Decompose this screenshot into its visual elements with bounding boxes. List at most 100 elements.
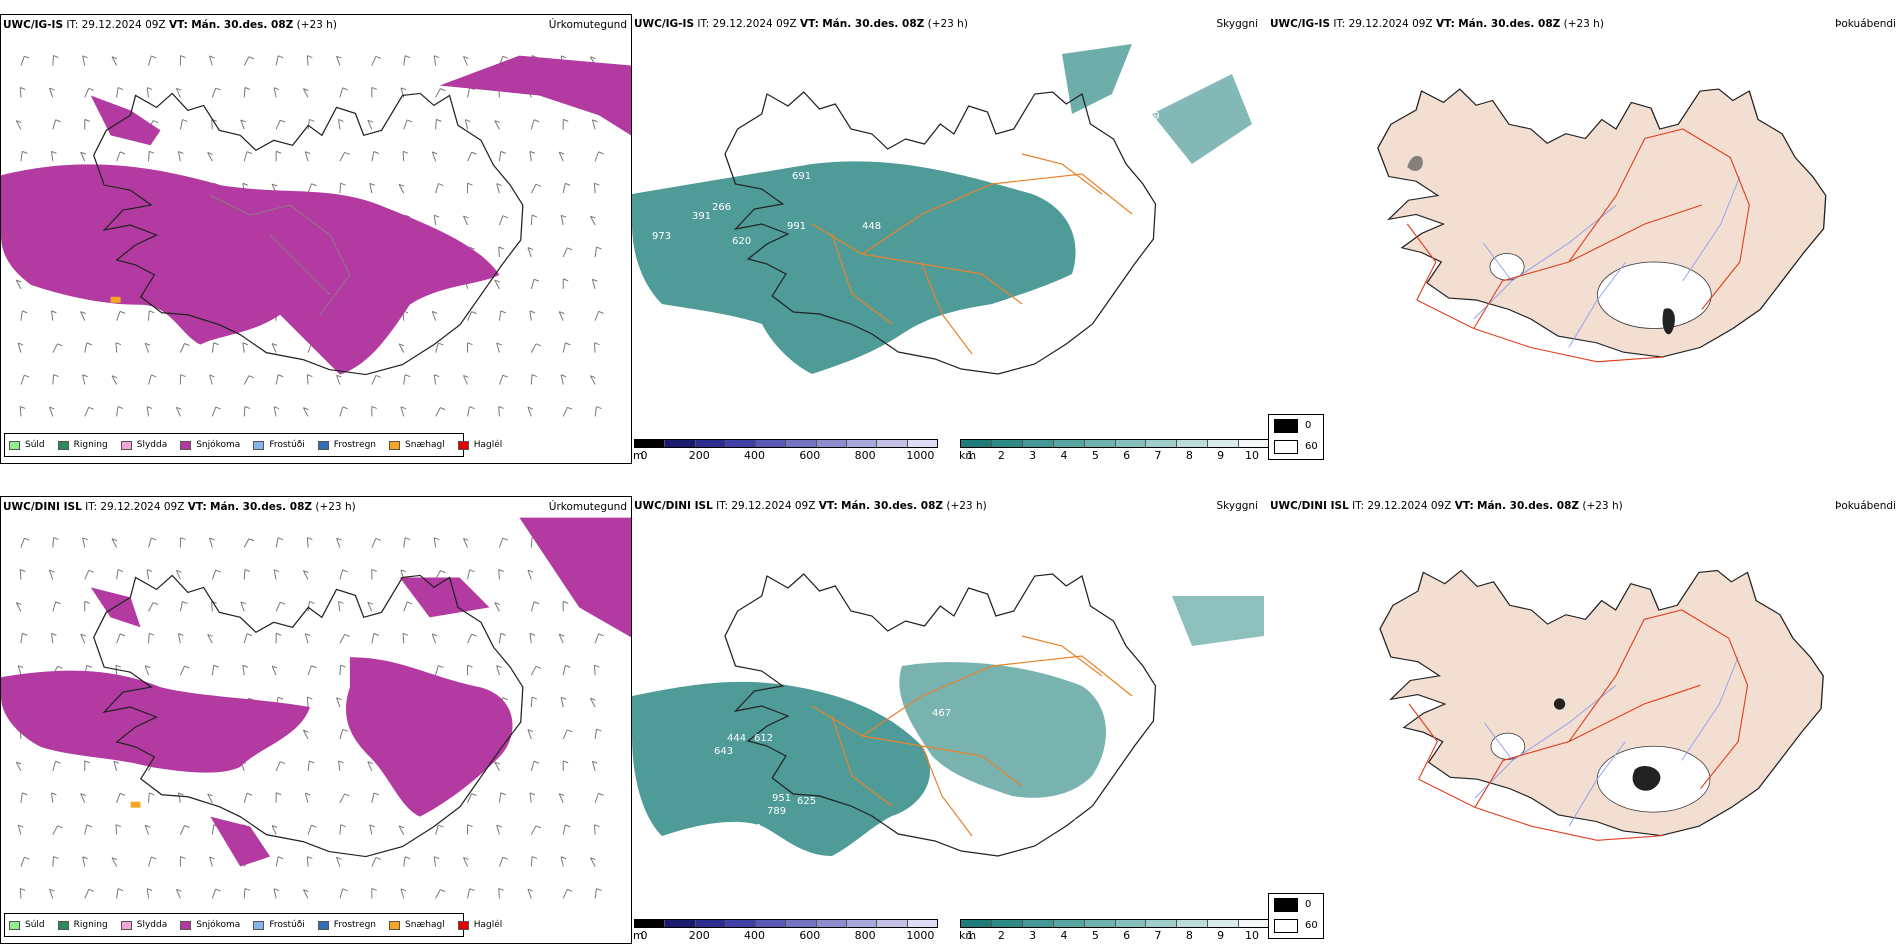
wind-barb: [400, 406, 407, 417]
fog-panel-row2: UWC/DINI ISL IT: 29.12.2024 09Z VT: Mán.…: [1268, 496, 1900, 892]
legend-swatch: [9, 920, 20, 930]
wind-barb: [593, 824, 600, 835]
visibility-value-label: 212: [737, 590, 756, 601]
wind-barb: [304, 151, 311, 162]
colorbar-segment: [635, 920, 666, 927]
wind-barb: [148, 856, 157, 867]
wind-barb: [369, 182, 375, 194]
colorbar-tick: 2: [997, 929, 1005, 942]
wind-barb: [593, 664, 600, 676]
glacier-vatnajokull: [1596, 261, 1712, 329]
wind-barb: [271, 825, 278, 835]
visibility-value-label: 944: [1062, 618, 1081, 629]
visibility-panel-row1: UWC/IG-IS IT: 29.12.2024 09Z VT: Mán. 30…: [632, 14, 1272, 464]
wind-barb: [467, 793, 477, 803]
wind-barb: [17, 342, 24, 353]
wind-barb: [271, 343, 278, 353]
wind-barb: [371, 792, 380, 803]
wind-barb: [15, 761, 22, 772]
wind-barb: [529, 150, 536, 162]
wind-barb: [273, 569, 280, 580]
wind-barb: [339, 406, 348, 417]
wind-barb: [530, 665, 542, 676]
colorbar-segment: [847, 920, 878, 927]
rivers: [1473, 176, 1741, 348]
wind-barb: [20, 632, 28, 644]
wind-barb: [402, 632, 409, 644]
panel-title: Úrkomutegund: [548, 501, 627, 513]
visibility-value-label: 789: [767, 806, 786, 817]
wind-barb: [82, 55, 88, 66]
ceiling-colorbar: 0 200 400 600 800 1000 m: [633, 439, 938, 462]
wind-barb: [558, 311, 565, 321]
wind-barb: [82, 856, 88, 867]
wind-barb: [116, 569, 124, 580]
colorbar-segment: [1115, 440, 1147, 447]
wind-barb: [20, 55, 30, 66]
wind-barb: [275, 601, 286, 612]
legend-swatch: [57, 920, 69, 930]
visibility-fill: [632, 161, 1076, 374]
wind-barb: [240, 119, 246, 130]
colorbar-segment: [816, 440, 848, 447]
legend-label: Haglél: [473, 440, 503, 450]
wind-barb: [115, 824, 122, 835]
wind-barb: [20, 792, 28, 803]
wind-barb: [52, 537, 59, 548]
colorbar-segment: [756, 440, 787, 447]
visibility-value-label: 620: [732, 236, 751, 247]
colorbar-segment: [786, 920, 817, 927]
wind-barb: [209, 856, 215, 867]
roads-red: [1406, 128, 1750, 363]
legend-label: Snæhagl: [405, 920, 445, 930]
wind-barb: [338, 760, 344, 771]
wind-barb: [593, 342, 600, 353]
colorbar-tick: 600: [799, 449, 821, 462]
visibility-value-label: 836: [672, 860, 691, 871]
wind-barb: [111, 375, 118, 385]
wind-barb: [306, 374, 313, 385]
wind-barb: [50, 310, 57, 321]
wind-barb: [52, 119, 61, 130]
wind-barb: [307, 824, 317, 835]
visibility-value-label: 467: [932, 708, 951, 719]
legend-label: Snjókoma: [196, 440, 241, 450]
wind-barb: [275, 856, 284, 867]
wind-barb: [558, 793, 565, 803]
wind-barb: [467, 182, 473, 194]
wind-barb: [398, 183, 405, 194]
wind-barb: [50, 632, 57, 644]
colorbar-tick: 200: [688, 929, 710, 942]
wind-barb: [467, 569, 475, 580]
panel-title: Þokuábendi: [1835, 500, 1896, 512]
fog-swatch-0: [1274, 898, 1298, 912]
wind-barb: [530, 374, 538, 385]
wind-barb: [17, 665, 24, 676]
wind-barb: [371, 856, 382, 867]
wind-barb: [562, 342, 571, 353]
wind-barb: [146, 406, 153, 417]
visibility-colorbar: 1 2 3 4 5 6 7 8 9 10 km: [959, 439, 1270, 462]
wind-barb: [435, 342, 444, 353]
precip-legend-item: Snjókoma: [180, 920, 240, 930]
wind-barb: [84, 600, 90, 612]
legend-swatch: [317, 920, 329, 930]
wind-barb: [302, 889, 309, 899]
wind-barb: [339, 793, 350, 803]
wind-barb: [207, 793, 213, 803]
wind-barb: [52, 856, 59, 867]
wind-barb: [594, 792, 604, 803]
wind-barb: [115, 664, 122, 676]
wind-barb: [48, 888, 55, 899]
panel-title: Þokuábendi: [1835, 18, 1896, 30]
precip-legend-item: Súld: [9, 440, 45, 450]
colorbar-tick: 0: [640, 449, 648, 462]
colorbar-segment: [635, 440, 666, 447]
colorbar-tick: 5: [1091, 929, 1099, 942]
wind-barb: [496, 824, 502, 835]
legend-swatch: [317, 440, 329, 450]
wind-barb: [403, 374, 411, 385]
wind-barb: [306, 55, 313, 66]
legend-swatch: [457, 440, 469, 450]
wind-barb: [179, 119, 188, 130]
